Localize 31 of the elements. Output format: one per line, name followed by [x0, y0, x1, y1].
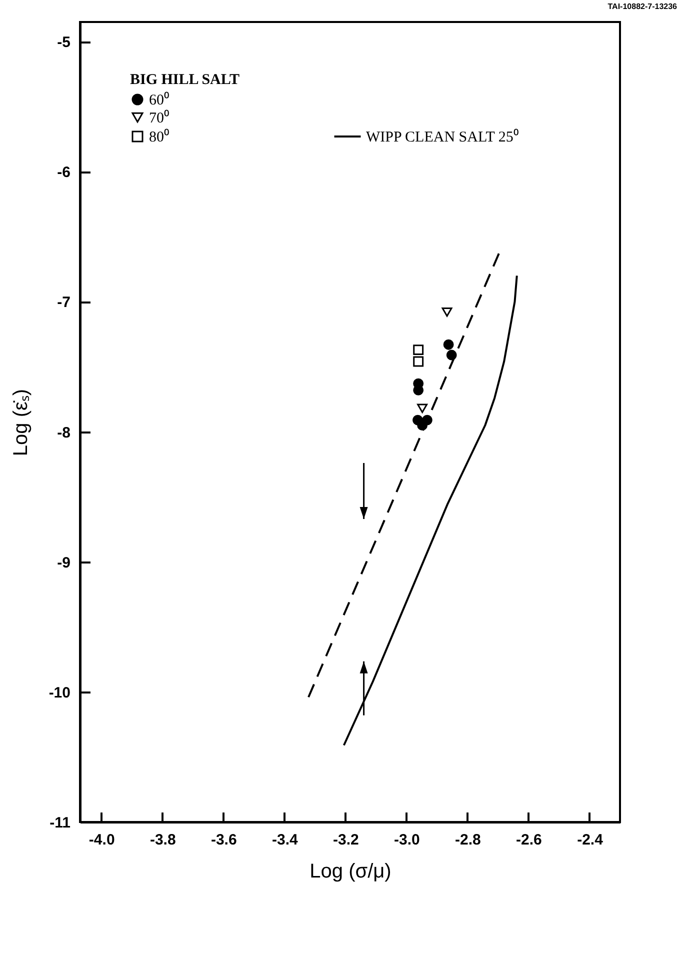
point: [442, 307, 452, 317]
point: [446, 350, 457, 360]
x-tick-label: -2.6: [516, 832, 542, 848]
x-tick-label: -3.0: [394, 832, 420, 848]
y-tick-label: -10: [48, 684, 70, 702]
y-tick-label: -7: [57, 294, 70, 312]
x-tick-label: -2.8: [455, 832, 481, 848]
y-tick-label: -6: [57, 164, 70, 182]
legend-title: BIG HILL SALT: [130, 72, 240, 88]
y-tick-label: -11: [50, 814, 70, 832]
x-tick-label: -3.2: [332, 832, 359, 848]
x-tick-label: -3.8: [150, 832, 176, 848]
x-tick-label: -3.6: [210, 832, 237, 848]
point: [413, 344, 424, 356]
legend-label: 70⁰: [149, 110, 169, 126]
x-axis-title: Log (σ/μ): [310, 860, 392, 882]
y-tick-label: -8: [57, 424, 70, 442]
y-tick-label: -5: [57, 34, 70, 52]
text: TAI-10882-7-13236: [608, 2, 677, 11]
legend-label: WIPP CLEAN SALT 25⁰: [366, 128, 518, 146]
point: [413, 356, 424, 367]
y-axis-title: Log (ε̇ₛ): [10, 388, 32, 456]
legend-label: 60⁰: [149, 92, 169, 108]
legend-label: 80⁰: [149, 128, 169, 146]
point: [443, 339, 454, 350]
x-tick-label: -2.4: [577, 832, 604, 848]
x-tick-label: -4.0: [88, 832, 115, 848]
y-tick-label: -9: [57, 554, 70, 572]
line-series: [342, 274, 518, 746]
point: [417, 404, 428, 413]
x-tick-label: -3.4: [272, 832, 298, 848]
